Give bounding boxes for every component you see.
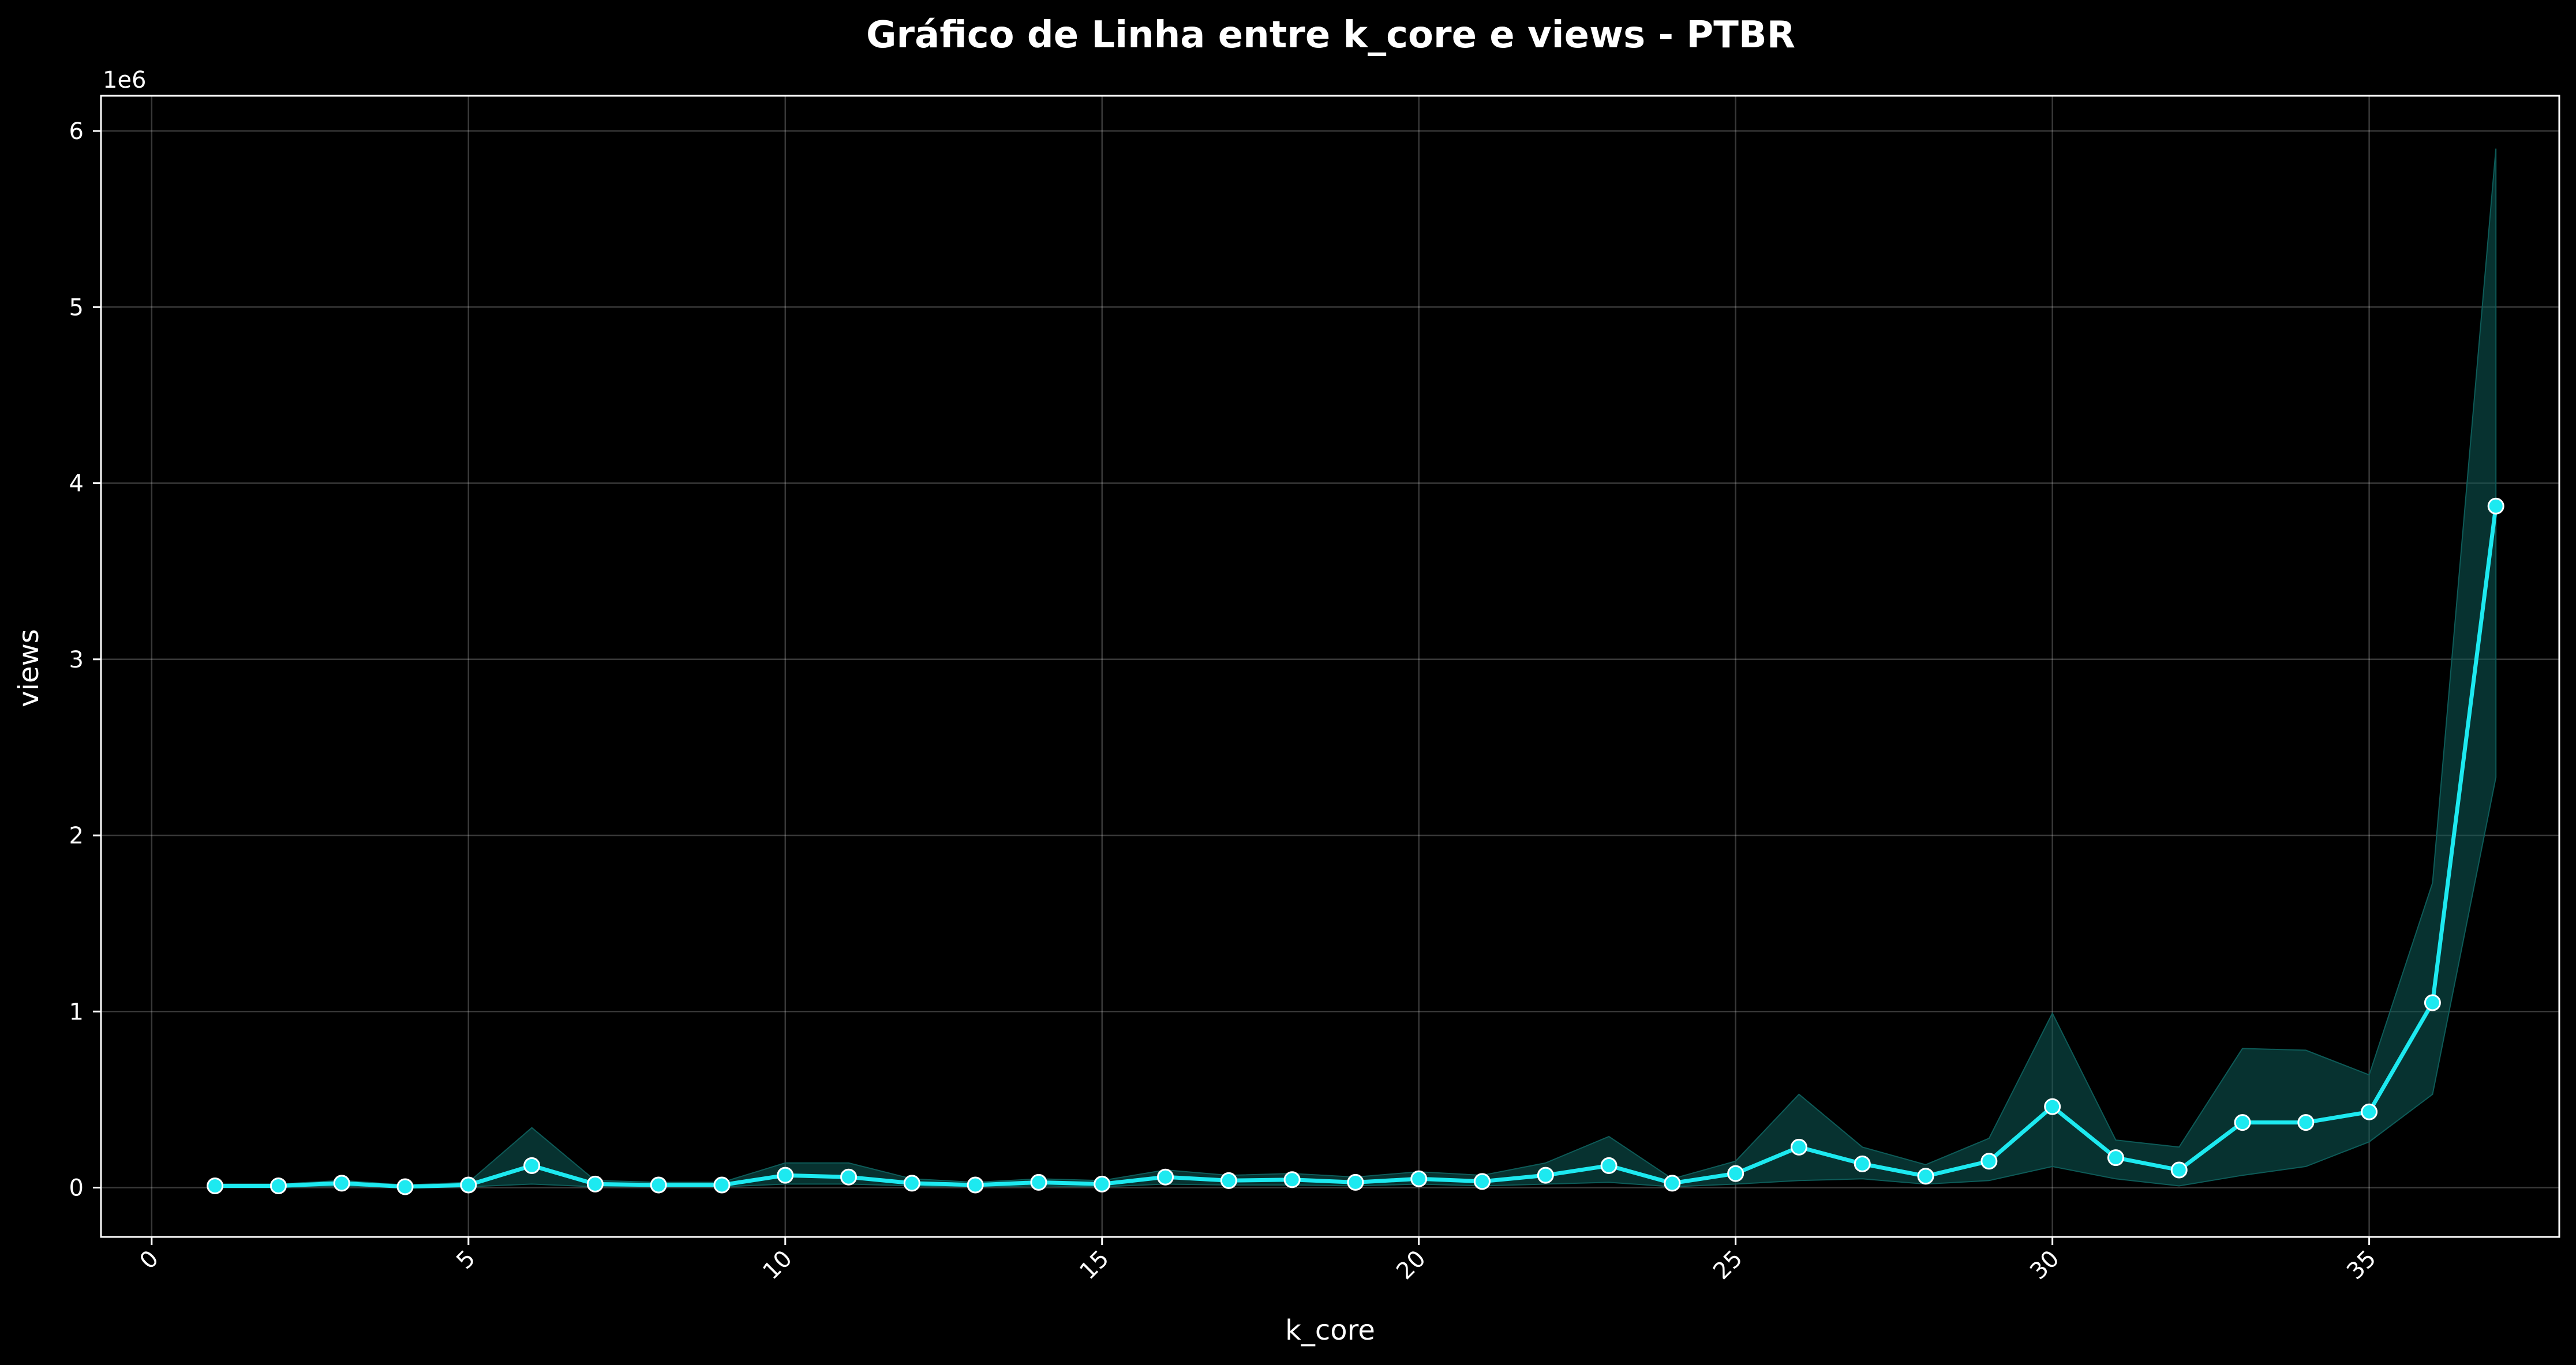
data-point	[1854, 1155, 1871, 1172]
y-offset-label: 1e6	[103, 67, 147, 93]
data-point	[460, 1176, 477, 1194]
data-point	[967, 1176, 984, 1194]
data-point	[1410, 1170, 1428, 1187]
data-point	[2044, 1098, 2061, 1115]
data-point	[2107, 1149, 2124, 1167]
data-point	[396, 1178, 414, 1195]
y-tick-label: 0	[69, 1175, 84, 1202]
data-point	[1537, 1167, 1554, 1184]
data-point	[903, 1175, 920, 1192]
data-point	[1094, 1175, 1111, 1192]
data-point	[1790, 1138, 1807, 1156]
data-point	[2424, 994, 2441, 1011]
data-point	[1347, 1173, 1364, 1191]
y-tick-label: 4	[69, 471, 84, 497]
y-tick-label: 2	[69, 823, 84, 849]
y-tick-label: 5	[69, 294, 84, 321]
data-point	[1157, 1168, 1174, 1186]
data-point	[840, 1168, 858, 1186]
y-tick-label: 3	[69, 647, 84, 673]
grid	[101, 96, 2559, 1237]
data-point	[1283, 1171, 1301, 1188]
data-point	[586, 1175, 604, 1192]
data-point	[2234, 1114, 2251, 1131]
plot-frame	[100, 95, 2560, 1238]
y-axis-label: views	[13, 629, 45, 707]
y-axis-ticks: 0 1 2 3 4 5 6	[69, 118, 101, 1202]
data-point	[523, 1157, 541, 1174]
data-point	[207, 1177, 224, 1194]
data-point	[333, 1175, 350, 1192]
data-point	[1727, 1165, 1744, 1182]
series-points	[207, 497, 2504, 1195]
data-point	[777, 1167, 794, 1184]
confidence-band-area	[214, 148, 2497, 1188]
data-point	[2361, 1103, 2378, 1120]
data-point	[1917, 1168, 1934, 1185]
data-point	[650, 1176, 667, 1194]
y-tick-label: 6	[69, 118, 84, 145]
y-tick-label: 1	[69, 999, 84, 1025]
data-point	[1220, 1172, 1237, 1189]
data-point	[269, 1177, 287, 1194]
data-point	[713, 1176, 731, 1194]
chart-title: Gráfico de Linha entre k_core e views - …	[866, 14, 1795, 57]
data-point	[1980, 1153, 1998, 1170]
data-point	[1030, 1173, 1047, 1191]
data-point	[2487, 497, 2504, 515]
data-point	[2297, 1114, 2315, 1131]
data-point	[1600, 1157, 1618, 1174]
x-axis-label: k_core	[1285, 1314, 1375, 1347]
data-point	[1664, 1175, 1681, 1192]
data-point	[1474, 1173, 1491, 1190]
confidence-band	[214, 148, 2497, 1188]
data-point	[2170, 1161, 2188, 1179]
